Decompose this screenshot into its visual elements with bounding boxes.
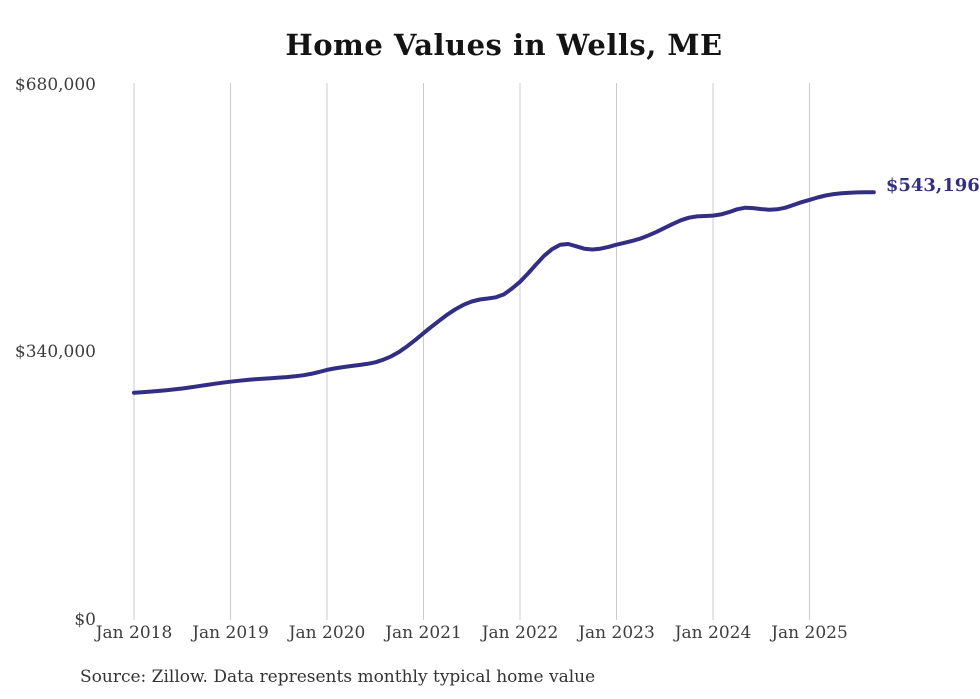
- chart-title: Home Values in Wells, ME: [285, 28, 723, 62]
- x-axis-tick-label: Jan 2023: [578, 623, 655, 643]
- x-axis-tick-label: Jan 2025: [771, 623, 848, 643]
- current-value-label: $543,196: [885, 175, 980, 197]
- x-axis-tick-label: Jan 2021: [385, 623, 462, 643]
- home-value-line: [132, 190, 876, 395]
- source-note: Source: Zillow. Data represents monthly …: [80, 667, 596, 687]
- y-axis-tick-label: $340,000: [14, 342, 96, 363]
- x-axis-tick-label: Jan 2024: [674, 623, 752, 643]
- x-axis-tick-label: Jan 2020: [288, 623, 366, 643]
- x-axis-tick-label: Jan 2022: [481, 623, 559, 643]
- x-axis-tick-label: Jan 2019: [192, 623, 269, 643]
- y-axis-tick-label: $680,000: [14, 74, 96, 95]
- x-axis-tick-label: Jan 2018: [95, 623, 173, 643]
- y-axis-tick-label: $0: [74, 610, 96, 630]
